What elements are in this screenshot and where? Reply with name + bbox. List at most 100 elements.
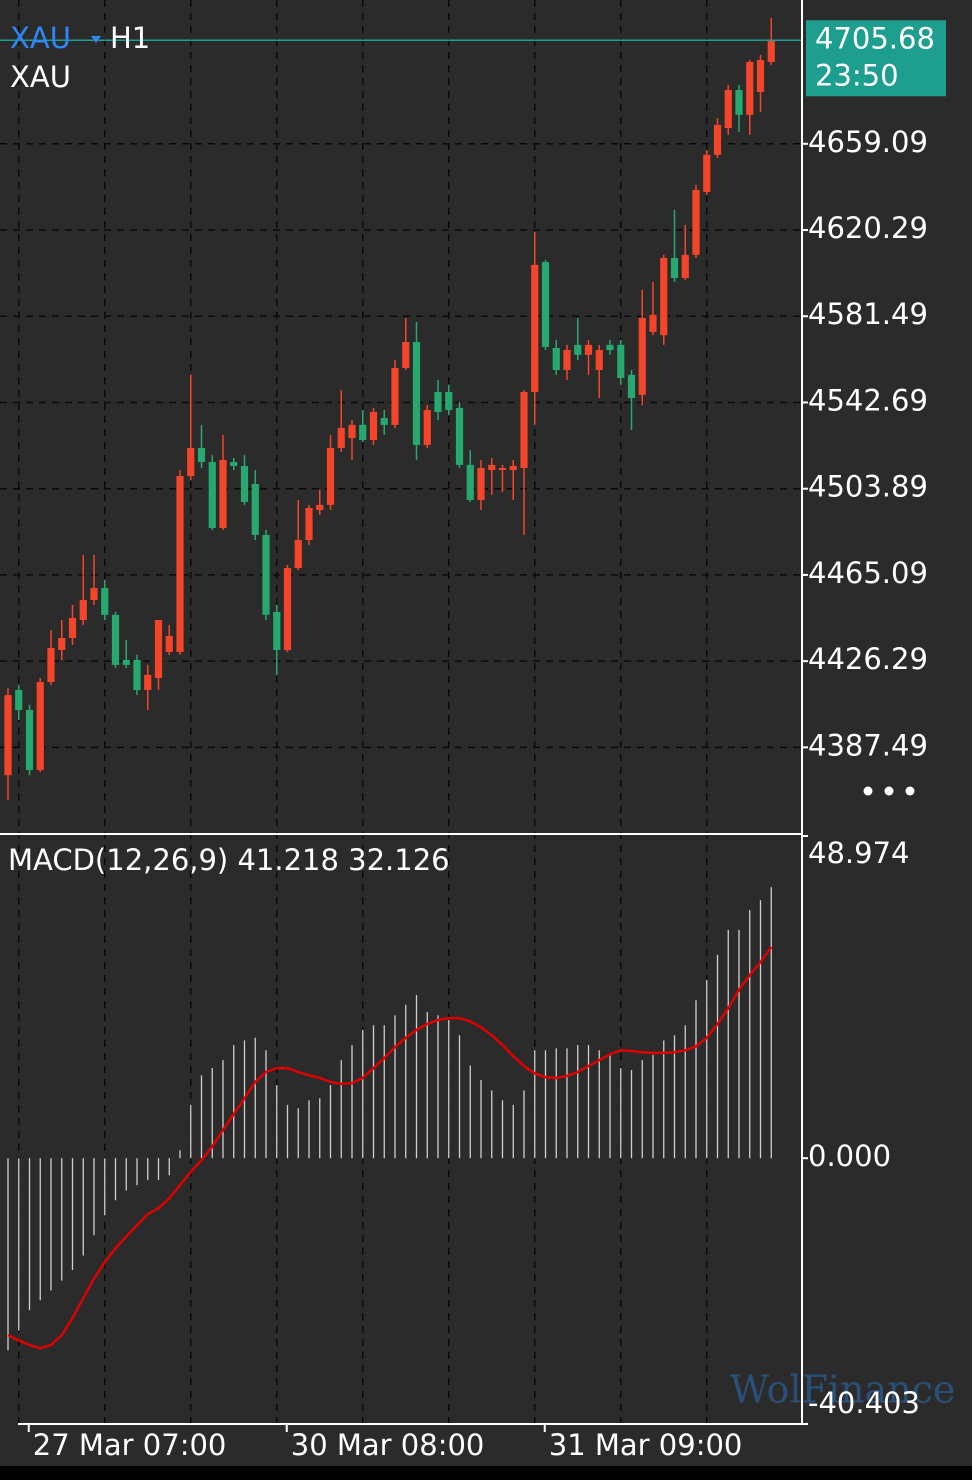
y-tick-label: 48.974 <box>808 836 909 870</box>
candle-body <box>531 264 539 392</box>
candle-body <box>735 90 743 115</box>
candle-body <box>122 660 130 665</box>
candle-body <box>68 618 77 638</box>
x-tick-label: 30 Mar 08:00 <box>291 1428 485 1462</box>
candle-body <box>434 392 442 412</box>
candle-body <box>423 410 431 445</box>
y-tick-label: 4659.09 <box>808 125 928 159</box>
macd-title: MACD(12,26,9) 41.218 32.126 <box>8 843 450 877</box>
candle-body <box>563 350 571 370</box>
more-menu[interactable] <box>863 786 915 796</box>
y-tick-label: 4542.69 <box>808 383 928 417</box>
menu-dot[interactable] <box>884 786 894 796</box>
watermark: WolFinance <box>730 1368 955 1412</box>
candle-body <box>713 124 722 155</box>
candle-body <box>445 392 453 410</box>
candle-body <box>316 504 324 510</box>
candle-body <box>273 612 281 650</box>
candle-body <box>477 468 485 500</box>
candle-body <box>756 60 765 92</box>
menu-dot[interactable] <box>905 786 915 796</box>
candle-body <box>25 710 34 770</box>
candle-body <box>692 190 700 255</box>
candle-body <box>154 620 163 678</box>
x-tick-label: 31 Mar 09:00 <box>549 1428 743 1462</box>
candle-body <box>466 464 474 500</box>
candle-body <box>498 468 507 470</box>
timeframe[interactable]: H1 <box>110 21 150 55</box>
candle-body <box>262 534 270 615</box>
y-tick-label: 0.000 <box>808 1139 891 1173</box>
candle-body <box>90 588 98 600</box>
candle-body <box>681 254 689 278</box>
candle-body <box>219 460 227 528</box>
candle-body <box>176 476 184 652</box>
candle-body <box>15 690 23 710</box>
y-tick-label: 4387.49 <box>808 728 928 762</box>
candle-body <box>595 350 603 370</box>
candle-body <box>552 348 560 370</box>
last-price-box <box>806 20 946 97</box>
y-tick-label: 4503.89 <box>808 470 928 504</box>
candle-body <box>369 412 378 440</box>
candle-body <box>606 344 614 350</box>
candle-body <box>703 154 711 192</box>
candle-body <box>240 466 249 502</box>
candle-body <box>144 674 152 690</box>
candle-body <box>541 262 550 347</box>
y-tick-label: 4465.09 <box>808 556 928 590</box>
candle-body <box>660 258 668 336</box>
y-tick-label: 4426.29 <box>808 642 928 676</box>
candle-body <box>617 344 625 378</box>
y-tick-label: -40.403 <box>808 1386 920 1420</box>
candle-body <box>79 600 87 620</box>
candle-body <box>133 660 141 690</box>
candle-body <box>294 540 302 568</box>
subtitle: XAU <box>10 60 71 94</box>
candle-body <box>208 462 216 528</box>
candle-body <box>326 448 335 505</box>
candle-body <box>230 462 238 466</box>
symbol[interactable]: XAU <box>10 21 71 55</box>
candle-body <box>584 344 593 355</box>
candle-body <box>4 695 12 776</box>
candle-body <box>380 418 388 425</box>
candle-body <box>305 508 313 540</box>
candle-body <box>348 424 356 438</box>
candle-body <box>251 484 259 535</box>
candle-body <box>359 424 367 440</box>
y-tick-label: 4620.29 <box>808 211 928 245</box>
candle-body <box>197 448 206 462</box>
candle-body <box>455 408 464 465</box>
candle-body <box>165 636 173 652</box>
candle-body <box>402 342 410 368</box>
candle-body <box>746 62 754 115</box>
candle-body <box>638 318 646 395</box>
candle-body <box>58 638 66 650</box>
signal-line <box>7 946 773 1350</box>
candle-body <box>724 90 732 128</box>
x-tick-label: 27 Mar 07:00 <box>33 1428 227 1462</box>
candle-body <box>391 368 399 425</box>
candle-body <box>47 648 55 682</box>
candle-body <box>509 466 517 470</box>
candle-body <box>101 588 109 615</box>
candle-body <box>520 392 528 468</box>
candle-body <box>283 568 292 650</box>
last-price: 4705.68 <box>815 21 935 55</box>
candle-body <box>670 258 679 278</box>
candle-body <box>187 448 195 476</box>
candle-body <box>767 40 775 62</box>
candle-body <box>412 342 421 445</box>
menu-dot[interactable] <box>863 786 873 796</box>
candle-body <box>488 464 496 470</box>
symbol-dropdown[interactable] <box>91 36 101 43</box>
y-tick-label: 4581.49 <box>808 297 928 331</box>
candle-body <box>111 614 120 665</box>
last-time: 23:50 <box>815 58 899 92</box>
candle-body <box>36 682 44 770</box>
candle-body <box>627 374 636 398</box>
